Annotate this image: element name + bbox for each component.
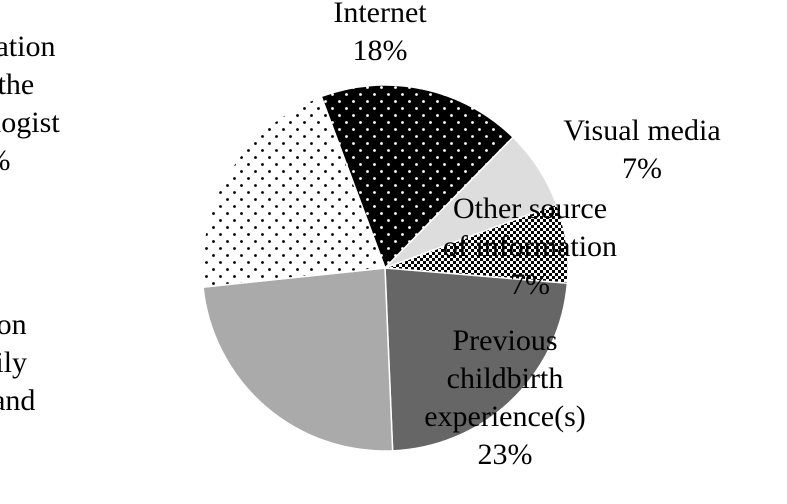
- value-label: 7%: [622, 152, 662, 185]
- pie-slice: [384, 267, 569, 452]
- pie-slice: [202, 267, 394, 452]
- category-label: Explanation from the gynecologist: [0, 30, 60, 139]
- slice-label: Information from family members and frie…: [0, 306, 105, 496]
- value-label: 18%: [352, 34, 408, 67]
- category-label: Internet: [333, 0, 427, 29]
- category-label: Other source of information: [442, 192, 618, 263]
- category-label: Information from family members and frie…: [0, 308, 36, 417]
- category-label: Previous childbirth experience(s): [424, 324, 586, 433]
- pie-slice: [201, 95, 387, 288]
- value-label: 21%: [0, 142, 133, 180]
- slice-label: Internet 18%: [230, 0, 530, 70]
- slice-label: Other source of information 7%: [380, 190, 680, 304]
- value-label: 23%: [477, 438, 533, 471]
- slice-label: Explanation from the gynecologist21%: [0, 28, 133, 180]
- pie-slice: [320, 84, 515, 270]
- value-label: 7%: [510, 268, 550, 301]
- category-label: Visual media: [563, 114, 721, 147]
- slice-label: Previous childbirth experience(s) 23%: [355, 322, 655, 474]
- slice-label: Visual media 7%: [492, 112, 787, 188]
- value-label: 24%: [0, 458, 105, 496]
